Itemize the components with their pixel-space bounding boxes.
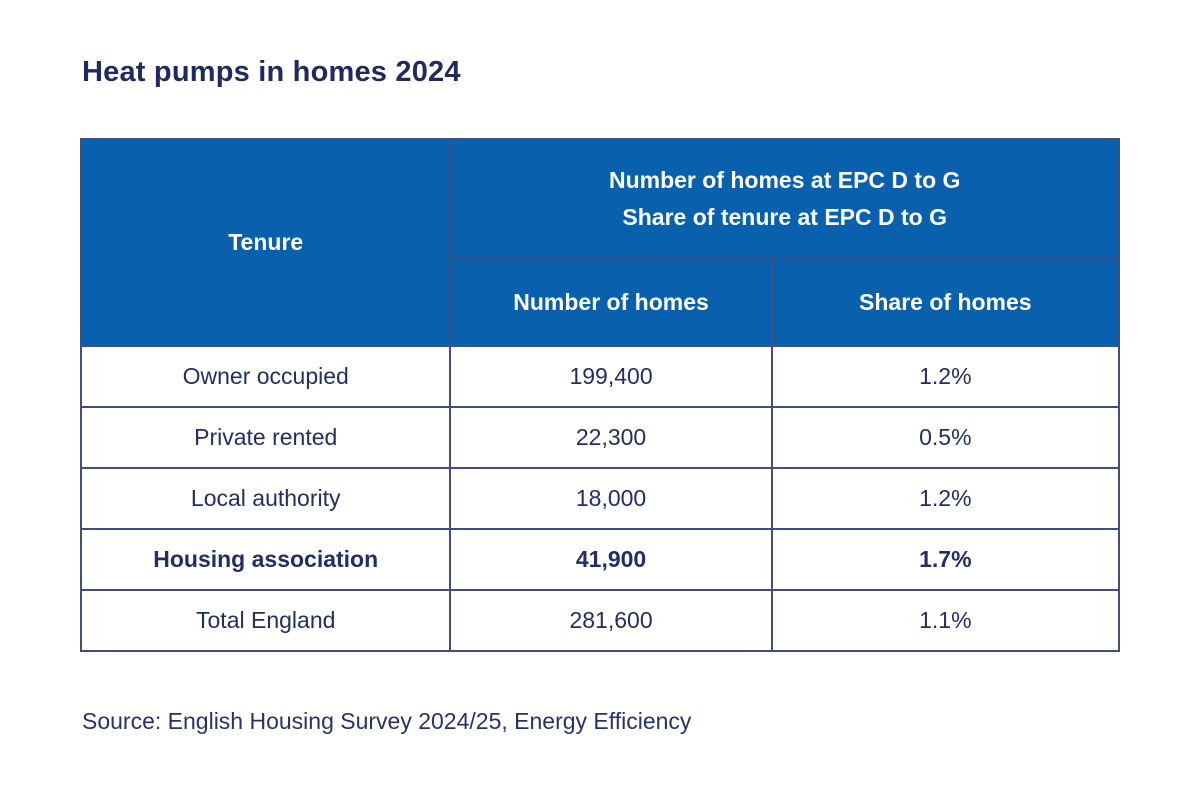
number-cell: 18,000 xyxy=(449,467,773,530)
share-cell: 1.7% xyxy=(770,528,1121,591)
tenure-cell: Housing association xyxy=(79,528,452,591)
number-cell: 281,600 xyxy=(449,589,773,652)
table-row-local-authority: Local authority 18,000 1.2% xyxy=(79,467,1121,530)
source-note: Source: English Housing Survey 2024/25, … xyxy=(82,708,692,734)
page-title: Heat pumps in homes 2024 xyxy=(82,56,461,88)
table-row-owner-occupied: Owner occupied 199,400 1.2% xyxy=(79,345,1121,408)
tenure-cell: Local authority xyxy=(79,467,452,530)
share-cell: 0.5% xyxy=(770,406,1121,469)
tenure-cell: Total England xyxy=(79,589,452,652)
table-row-total-england: Total England 281,600 1.1% xyxy=(79,589,1121,652)
group-header-line2: Share of tenure at EPC D to G xyxy=(622,203,948,230)
header-sub-row: Number of homes Share of homes xyxy=(81,257,1121,347)
number-cell: 41,900 xyxy=(449,528,773,591)
heat-pumps-table: Tenure Number of homes at EPC D to G Sha… xyxy=(79,138,1121,652)
group-header-line1: Number of homes at EPC D to G xyxy=(608,166,961,193)
share-cell: 1.1% xyxy=(770,589,1121,652)
number-cell: 199,400 xyxy=(449,345,773,408)
tenure-cell: Private rented xyxy=(79,406,452,469)
table-row-housing-association: Housing association 41,900 1.7% xyxy=(79,528,1121,591)
tenure-cell: Owner occupied xyxy=(79,345,452,408)
share-cell: 1.2% xyxy=(770,467,1121,530)
header-group-row: Tenure Number of homes at EPC D to G Sha… xyxy=(79,138,1120,347)
share-of-homes-header-cell: Share of homes xyxy=(770,257,1121,347)
group-header-cell: Number of homes at EPC D to G Share of t… xyxy=(449,138,1120,259)
number-cell: 22,300 xyxy=(449,406,773,469)
number-of-homes-header-cell: Number of homes xyxy=(449,257,773,347)
table-row-private-rented: Private rented 22,300 0.5% xyxy=(79,406,1121,469)
share-cell: 1.2% xyxy=(770,345,1121,408)
tenure-header-cell: Tenure xyxy=(79,138,452,347)
